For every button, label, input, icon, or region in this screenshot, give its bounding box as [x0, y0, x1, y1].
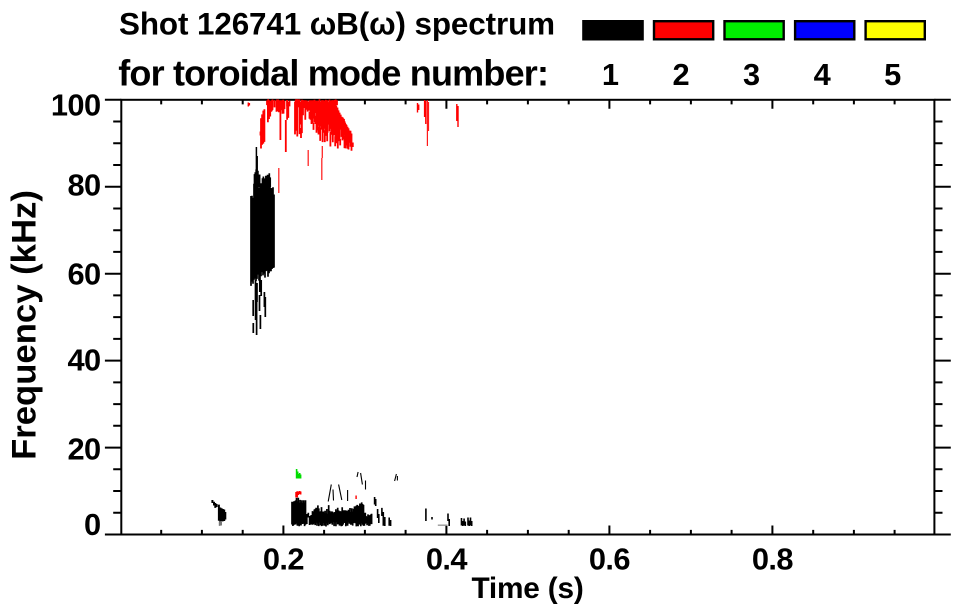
svg-text:3: 3: [743, 57, 760, 92]
svg-text:Frequency (kHz): Frequency (kHz): [6, 190, 44, 460]
svg-text:Time (s): Time (s): [471, 572, 583, 605]
svg-text:0.8: 0.8: [752, 542, 793, 577]
svg-text:5: 5: [884, 57, 901, 92]
svg-text:0.2: 0.2: [263, 542, 304, 577]
svg-text:1: 1: [602, 57, 619, 92]
svg-text:100: 100: [51, 87, 101, 122]
svg-text:Shot 126741 ωB(ω) spectrum: Shot 126741 ωB(ω) spectrum: [119, 7, 555, 42]
svg-text:2: 2: [672, 57, 689, 92]
svg-text:0: 0: [84, 507, 101, 542]
svg-text:80: 80: [67, 167, 100, 202]
svg-text:20: 20: [67, 431, 100, 466]
svg-text:60: 60: [67, 257, 100, 292]
svg-text:for toroidal mode number:: for toroidal mode number:: [118, 53, 548, 94]
svg-text:0.6: 0.6: [589, 542, 630, 577]
svg-text:0.4: 0.4: [426, 542, 467, 577]
svg-text:40: 40: [67, 343, 100, 378]
svg-text:4: 4: [814, 57, 831, 92]
